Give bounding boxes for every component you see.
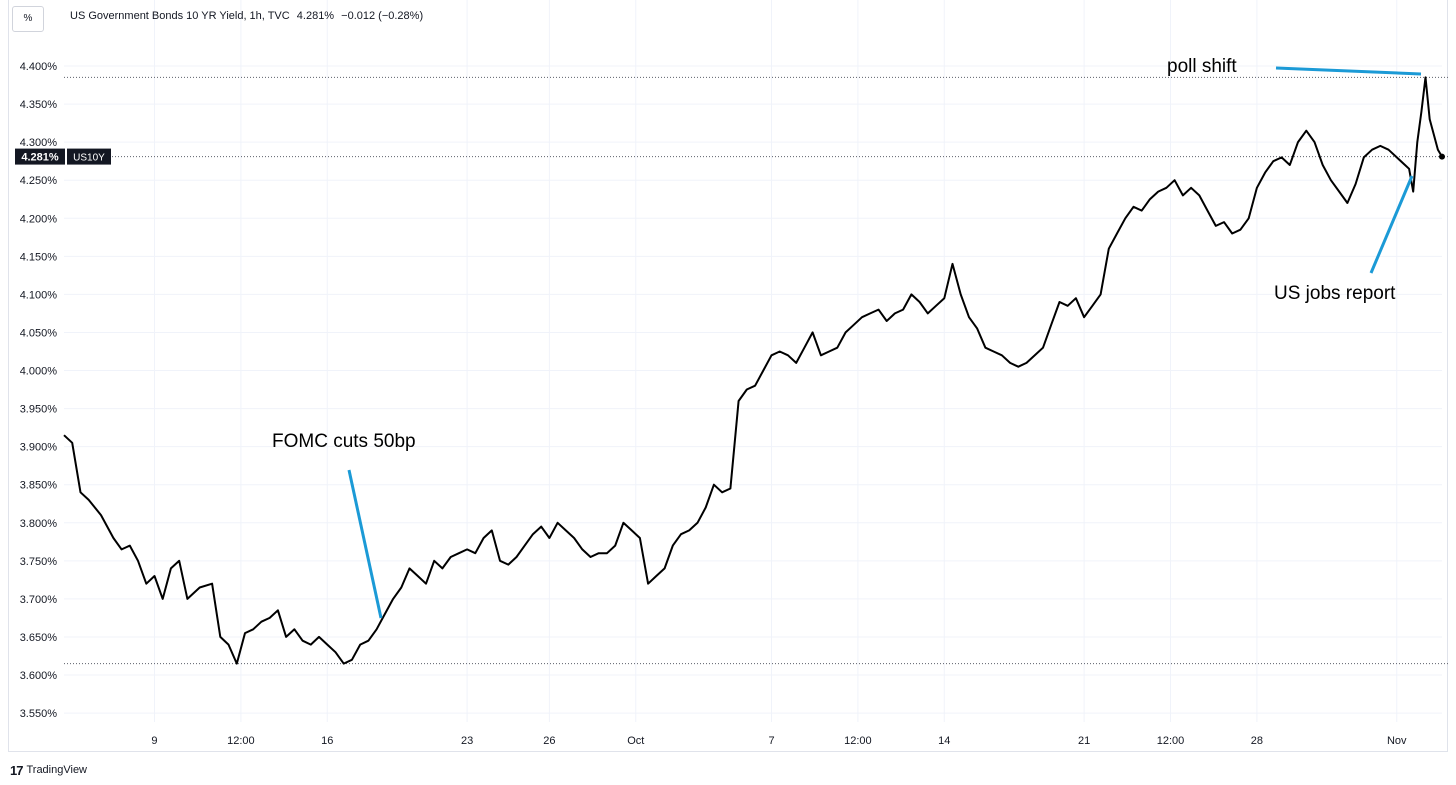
chart-canvas[interactable]: 4.400% 4.350% 4.300% 4.250% 4.200% 4.150% 4.10… [9,0,1449,752]
x-tick-label: Nov [1387,735,1407,747]
symbol-badge [67,148,111,165]
chart-header: US Government Bonds 10 YR Yield, 1h, TVC… [70,10,427,22]
y-tick-label: 3.700% [20,594,58,606]
last-price-label: 4.281% [21,152,59,164]
annotation-poll-shift: poll shift [1167,56,1237,77]
x-tick-label: 14 [938,735,950,747]
annotation-fomc-arrow [347,469,383,619]
y-tick-label: 3.650% [20,632,58,644]
y-tick-label: 3.750% [20,556,58,568]
brand-name[interactable]: TradingView [26,764,88,776]
y-tick-label: 4.300% [20,137,58,149]
y-tick-label: 4.200% [20,213,58,225]
annotation-fomc: FOMC cuts 50bp [272,431,416,452]
y-tick-label: 3.550% [20,708,58,720]
x-tick-label: 21 [1078,735,1090,747]
unit-button[interactable]: % [12,6,44,32]
x-tick-label: 16 [321,735,333,747]
last-point-marker [1439,153,1445,160]
x-tick-label: 9 [151,735,157,747]
y-tick-label: 3.850% [20,480,58,492]
y-tick-label: 3.600% [20,670,58,682]
y-tick-label: 4.250% [20,175,58,187]
x-tick-label: 28 [1251,735,1263,747]
x-tick-label: 12:00 [227,735,255,747]
x-tick-label: 23 [461,735,473,747]
tradingview-logo-icon[interactable]: 17 [10,762,24,778]
symbol-label: US10Y [73,153,105,164]
last-value: 4.281% [296,10,335,22]
y-tick-label: 4.100% [20,289,58,301]
chart-frame: 4.400% 4.350% 4.300% 4.250% 4.200% 4.150% 4.10… [8,0,1448,752]
last-price-badge [15,148,65,165]
y-tick-label: 4.000% [20,366,58,378]
x-tick-label: 7 [768,735,774,747]
y-tick-label: 4.050% [20,327,58,339]
footer: 17 TradingView [10,762,87,778]
yield-line[interactable] [63,76,1443,665]
x-tick-label: 12:00 [844,735,872,747]
x-tick-label: 26 [543,735,555,747]
y-tick-label: 3.800% [20,518,58,530]
annotation-poll-shift-arrow [1275,66,1422,76]
y-tick-label: 4.150% [20,251,58,263]
annotation-jobs-report: US jobs report [1274,283,1396,304]
chart-title: US Government Bonds 10 YR Yield, 1h, TVC [70,10,290,22]
change-value: −0.012 (−0.28%) [341,10,424,22]
x-tick-label: 12:00 [1157,735,1185,747]
y-tick-label: 4.400% [20,61,58,73]
annotation-jobs-report-arrow [1369,175,1414,274]
x-tick-label: Oct [627,735,644,747]
y-tick-label: 4.350% [20,99,58,111]
y-tick-label: 3.950% [20,404,58,416]
y-tick-label: 3.900% [20,442,58,454]
